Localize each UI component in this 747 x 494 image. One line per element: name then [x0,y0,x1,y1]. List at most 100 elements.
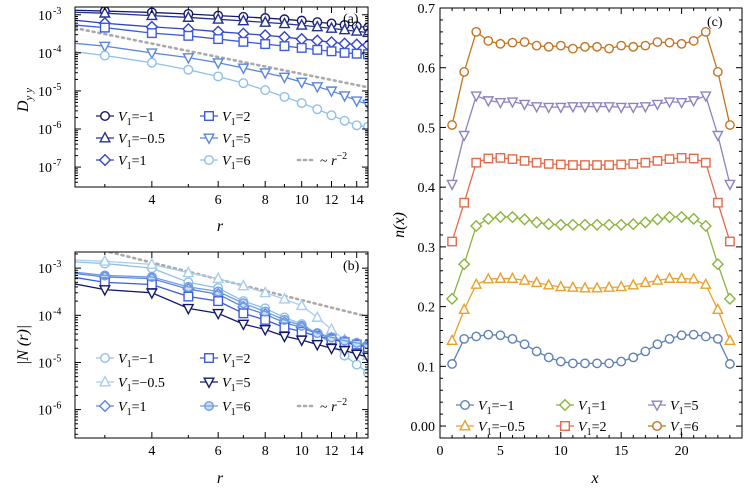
panel-a-series-0.5-point-8 [295,18,308,30]
panel-c-series-6-point-23 [725,120,735,130]
panel-a-series-0.5-point-6 [259,15,272,27]
panel-a-series-2-point-8 [296,42,307,53]
panel-c-series-6-point-6 [519,37,530,47]
panel-c-series-0.5-point-13 [603,280,615,292]
panel-a-legend-1-marker [98,153,112,167]
panel-c-series-1-point-12 [592,358,602,369]
panel-c-series-1-point-18 [663,210,676,224]
panel-b-ytick-label-1: 10 [38,356,52,371]
panel-a-ylabel-base: D [15,100,32,113]
panel-b-xtick-label-14: 14 [350,444,364,459]
panel-a-series-2-point-5 [238,36,249,47]
panel-c-series-1-point-19 [676,330,687,341]
panel-b-legend-1: V1=−1 [96,352,154,370]
panel-b-series-6-point-9 [312,328,323,339]
panel-b-series-2-point-5 [238,308,249,319]
panel-a-series-6-point-6 [260,85,271,96]
panel-c: 0 5 10 15 20 0.00 0.1 0.2 0.3 0.4 0.5 0.6 0.7 (c) V1… [391,2,743,487]
panel-c-legend-0.5: V1=−0.5 [456,419,525,438]
panel-c-series-2 [447,153,735,247]
panel-a-reference-line [75,26,368,89]
panel-c-series-5-point-11 [579,102,591,114]
panel-b-series-6-point-7 [279,314,290,325]
panel-c-series-1-point-14 [616,356,627,367]
panel-c-series-2-point-2 [471,157,482,168]
panel-a-series-2-point-6 [260,39,271,50]
panel-a-series-2 [75,22,368,60]
panel-a-series-6 [75,50,368,132]
panel-a-ylabel-sub: y y [23,88,35,102]
panel-c-series-5-point-20 [687,96,700,108]
panel-c-series-0.5-point-19 [675,271,688,283]
panel-c-series-1-point-10 [566,218,580,231]
panel-b-plot-area [75,252,368,378]
panel-c-series-5-point-17 [651,99,664,111]
panel-a-series-5-point-0 [34,36,44,45]
panel-c-series-2-point-3 [483,153,494,164]
panel-b-xtick-label-10: 10 [295,444,309,459]
panel-a-label: (a) [343,12,359,27]
panel-c-series-0.5-line [451,277,731,341]
panel-c-series-1-point-21 [699,219,712,233]
panel-c-series-1-point-22 [711,258,725,271]
panel-a-series-6-point-3 [183,64,194,75]
panel-c-series-6-point-8 [543,41,554,52]
panel-c-series-6-point-11 [580,41,590,52]
panel-c-series-1-point-19 [675,210,688,224]
panel-c-series-2-point-17 [652,155,663,166]
panel-b-legend-6: V1=6 [200,400,250,418]
panel-b-ytick-label-0: 10 [38,404,52,419]
panel-a-series-6-point-5 [238,78,249,89]
panel-a-series-6-point-4 [213,71,224,82]
panel-c-legend-6-text: V1=6 [670,420,698,438]
panel-a-series-0.5-point-2 [145,8,158,21]
panel-b-ytick-exp-1: -5 [53,353,61,364]
panel-c-series-5-point-16 [639,102,652,114]
panel-a-series-1-point-9 [310,34,324,47]
panel-b-ylabel: |N (r)| [15,325,32,365]
panel-a-series-5-point-12 [350,96,363,108]
panel-a-series-0.5-point-10 [325,21,338,33]
panel-b-legend-2: V1=2 [200,352,250,370]
panel-a-series-0.5-point-7 [278,16,291,29]
panel-c-series-2-point-4 [495,153,506,163]
panel-c-series-0.5-point-12 [591,281,603,293]
panel-b-series-6 [75,270,368,350]
panel-a-series-0.5-point-3 [182,10,195,22]
panel-a-xtick-label-8: 8 [262,193,269,208]
panel-c-series-1-point-20 [687,212,700,226]
panel-c-xtick-label-5: 5 [497,444,504,459]
panel-b-legend-2-marker [203,353,214,364]
panel-c-series-6-point-20 [688,35,699,46]
panel-c-series-5-point-10 [567,102,579,114]
panel-a-series-5-point-6 [259,68,272,80]
panel-c-series-0.5-point-6 [518,273,531,285]
panel-c-label: (c) [707,15,723,30]
panel-a-series [34,7,368,132]
panel-b-ytick-label-3: 10 [38,262,52,277]
panel-c-series-1-point-15 [627,218,640,231]
panel-a-series-5-point-11 [338,91,351,103]
panel-c-series-6-point-19 [676,38,687,49]
panel-a-series-5-point-5 [237,63,250,75]
panel-c-series-6-point-5 [507,37,518,48]
panel-a-legend-0.5-text: V1=−0.5 [118,132,165,150]
panel-c-series-6-point-7 [531,40,542,51]
panel-c-series-1-point-21 [700,331,711,342]
panel-c-series-1-point-1 [457,258,471,271]
panel-a-series-0.5 [75,7,368,38]
panel-c-series [445,26,737,369]
panel-c-series-5-line [451,94,731,185]
panel-a-legend-1-marker [99,110,110,121]
panel-c-series-0.5-point-5 [506,271,519,283]
panel-a-series-1-point-7 [278,30,291,44]
panel-a-series-5-point-2 [145,48,158,60]
panel-c-series-0.5-point-1 [458,302,471,314]
panel-c-series-2-point-15 [628,158,639,169]
panel-a-ytick-exp-4: -3 [53,6,61,17]
panel-a-series-5-point-4 [212,58,225,70]
panel-b-series-6-point-6 [260,306,271,317]
